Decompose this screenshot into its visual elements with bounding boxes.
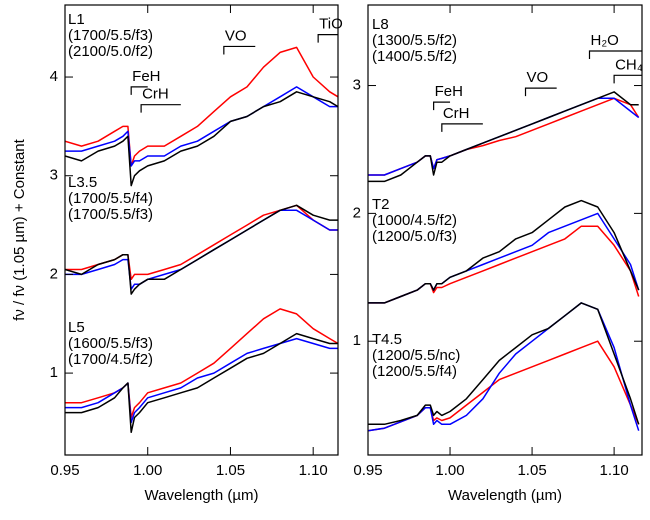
feature-label: TiO [319, 16, 343, 33]
group-label: L8 [372, 16, 389, 33]
x-tick-label: 1.00 [435, 462, 464, 479]
legend-label: (1200/5.5/nc) [372, 347, 460, 364]
spectrum-line [368, 97, 640, 176]
legend-label: (1000/4.5/f2) [372, 212, 457, 229]
spectrum-line [368, 302, 640, 426]
feature-label: VO [527, 69, 549, 86]
feature-label: H₂O [590, 32, 618, 49]
group-label: T4.5 [372, 331, 402, 348]
x-tick-label: 1.05 [216, 462, 245, 479]
y-tick-label: 4 [50, 68, 58, 85]
feature-label: VO [225, 27, 247, 44]
feature-bracket [140, 104, 181, 113]
group-label: T2 [372, 196, 390, 213]
group-label: L3.5 [68, 174, 97, 191]
y-tick-label: 2 [50, 265, 58, 282]
y-tick-label: 2 [353, 204, 361, 221]
feature-bracket [588, 50, 642, 60]
y-tick-label: 1 [353, 332, 361, 349]
feature-bracket [524, 87, 557, 97]
spectrum-line [65, 91, 338, 187]
group-label: L5 [68, 319, 85, 336]
legend-label: (1600/5.5/f3) [68, 335, 153, 352]
x-axis-label: Wavelength (µm) [448, 487, 562, 504]
y-tick-label: 3 [353, 77, 361, 94]
feature-bracket [223, 45, 256, 55]
legend-label: (1400/5.5/f2) [372, 48, 457, 65]
x-tick-label: 1.10 [600, 462, 629, 479]
feature-label: CrH [443, 105, 470, 122]
x-tick-label: 0.95 [353, 462, 382, 479]
legend-label: (1200/5.5/f4) [372, 363, 457, 380]
legend-label: (1700/4.5/f2) [68, 351, 153, 368]
spectrum-line [65, 332, 338, 434]
feature-label: CH₄ [615, 56, 643, 73]
feature-label: FeH [435, 83, 463, 100]
spectrum-line [65, 337, 338, 424]
spectrum-line [368, 97, 640, 176]
plot-frame [64, 4, 339, 456]
y-tick-label: 1 [50, 364, 58, 381]
y-tick-label: 3 [50, 167, 58, 184]
spectrum-line [65, 209, 338, 290]
x-tick-label: 0.95 [50, 462, 79, 479]
legend-label: (1700/5.5/f3) [68, 206, 153, 223]
spectrum-line [368, 91, 639, 183]
legend-label: (1700/5.5/f4) [68, 190, 153, 207]
legend-label: (2100/5.0/f2) [68, 43, 153, 60]
feature-bracket [433, 101, 451, 111]
feature-label: CrH [142, 86, 169, 103]
spectrum-line [65, 204, 338, 295]
y-axis-label: fν / fν (1.05 µm) + Constant [11, 138, 28, 320]
feature-bracket [317, 34, 338, 43]
spectrum-line [65, 86, 338, 167]
spectrum-line [65, 46, 338, 167]
x-tick-label: 1.05 [517, 462, 546, 479]
group-label: L1 [68, 11, 85, 28]
legend-label: (1200/5.0/f3) [372, 228, 457, 245]
plot-frame [367, 4, 643, 456]
feature-bracket [441, 123, 483, 132]
x-tick-label: 1.00 [133, 462, 162, 479]
feature-bracket [130, 86, 148, 95]
x-axis-label: Wavelength (µm) [145, 487, 259, 504]
spectrum-line [368, 199, 640, 304]
feature-bracket [613, 74, 642, 84]
feature-label: FeH [132, 68, 160, 85]
legend-label: (1300/5.5/f2) [372, 32, 457, 49]
x-tick-label: 1.10 [299, 462, 328, 479]
legend-label: (1700/5.5/f3) [68, 27, 153, 44]
